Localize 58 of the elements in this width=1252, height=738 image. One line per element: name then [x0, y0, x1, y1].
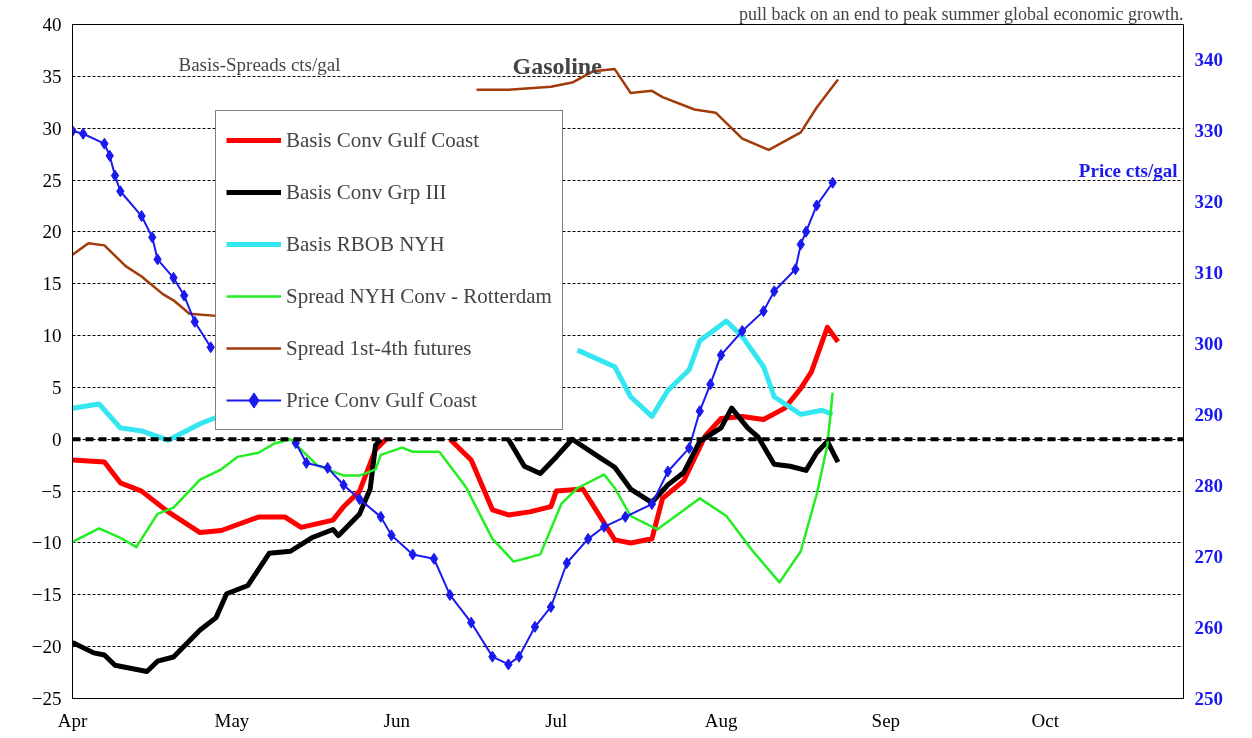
y-tick-label: 25: [42, 169, 62, 191]
y-tick-label: −15: [31, 584, 62, 606]
point: [801, 225, 811, 238]
legend-label: Basis RBOB NYH: [286, 230, 445, 258]
text: Gasoline: [512, 52, 603, 79]
point: [445, 588, 455, 601]
point: [583, 532, 593, 545]
y-tick-label: −20: [31, 636, 62, 658]
y2-axis-title: Price cts/gal: [1078, 159, 1178, 181]
y2-tick-label: 250: [1194, 688, 1223, 709]
point: [514, 650, 524, 663]
y2-tick-label: 320: [1194, 191, 1223, 213]
point: [647, 498, 657, 511]
y-tick-label: 20: [42, 221, 62, 243]
point: [429, 552, 439, 565]
legend-label: Spread 1st-4th futures: [286, 334, 472, 362]
point: [546, 600, 556, 613]
y2-tick-label: 340: [1194, 49, 1223, 71]
y-axis-title: Basis-Spreads cts/gal: [178, 53, 341, 75]
point: [562, 556, 572, 569]
point: [599, 520, 609, 533]
point: [179, 289, 189, 302]
point: [530, 620, 540, 633]
legend-label: Price Conv Gulf Coast: [286, 386, 477, 414]
line-series: [72, 391, 834, 584]
y2-tick-label: 260: [1194, 617, 1223, 639]
y-tick-label: −10: [31, 532, 62, 554]
y2-tick-label: 280: [1194, 475, 1223, 497]
x-tick-label: Jul: [545, 709, 568, 731]
legend-label: Basis Conv Gulf Coast: [286, 126, 480, 154]
y2-tick-label: 330: [1194, 120, 1223, 142]
x-tick-label: Apr: [57, 709, 88, 731]
legend-label: Basis Conv Grp III: [286, 178, 447, 206]
x-tick-label: Oct: [1031, 709, 1060, 731]
point: [684, 442, 694, 455]
y-tick-label: 40: [42, 14, 62, 35]
y2-tick-label: 290: [1194, 404, 1223, 426]
y-tick-label: −5: [41, 480, 62, 502]
y2-tick-label: 310: [1194, 262, 1223, 284]
y-tick-label: 10: [42, 325, 62, 347]
y-tick-label: 15: [42, 273, 62, 295]
x-tick-label: Sep: [871, 709, 901, 731]
y2-tick-label: 300: [1194, 333, 1223, 355]
x-tick-label: May: [214, 709, 250, 731]
x-tick-label: Jun: [383, 709, 411, 731]
y-tick-label: 5: [52, 376, 62, 398]
point: [716, 349, 726, 362]
y-tick-label: −25: [31, 688, 62, 709]
point: [110, 169, 120, 182]
point: [663, 465, 673, 478]
y2-tick-label: 270: [1194, 546, 1223, 568]
x-tick-label: Aug: [704, 709, 738, 731]
text: pull back on an end to peak summer global economic growth.: [739, 3, 1184, 24]
y-tick-label: 0: [52, 428, 62, 450]
y-tick-label: 35: [42, 65, 62, 87]
y-tick-label: 30: [42, 117, 62, 139]
legend-label: Spread NYH Conv - Rotterdam: [286, 282, 552, 310]
point: [78, 127, 88, 140]
